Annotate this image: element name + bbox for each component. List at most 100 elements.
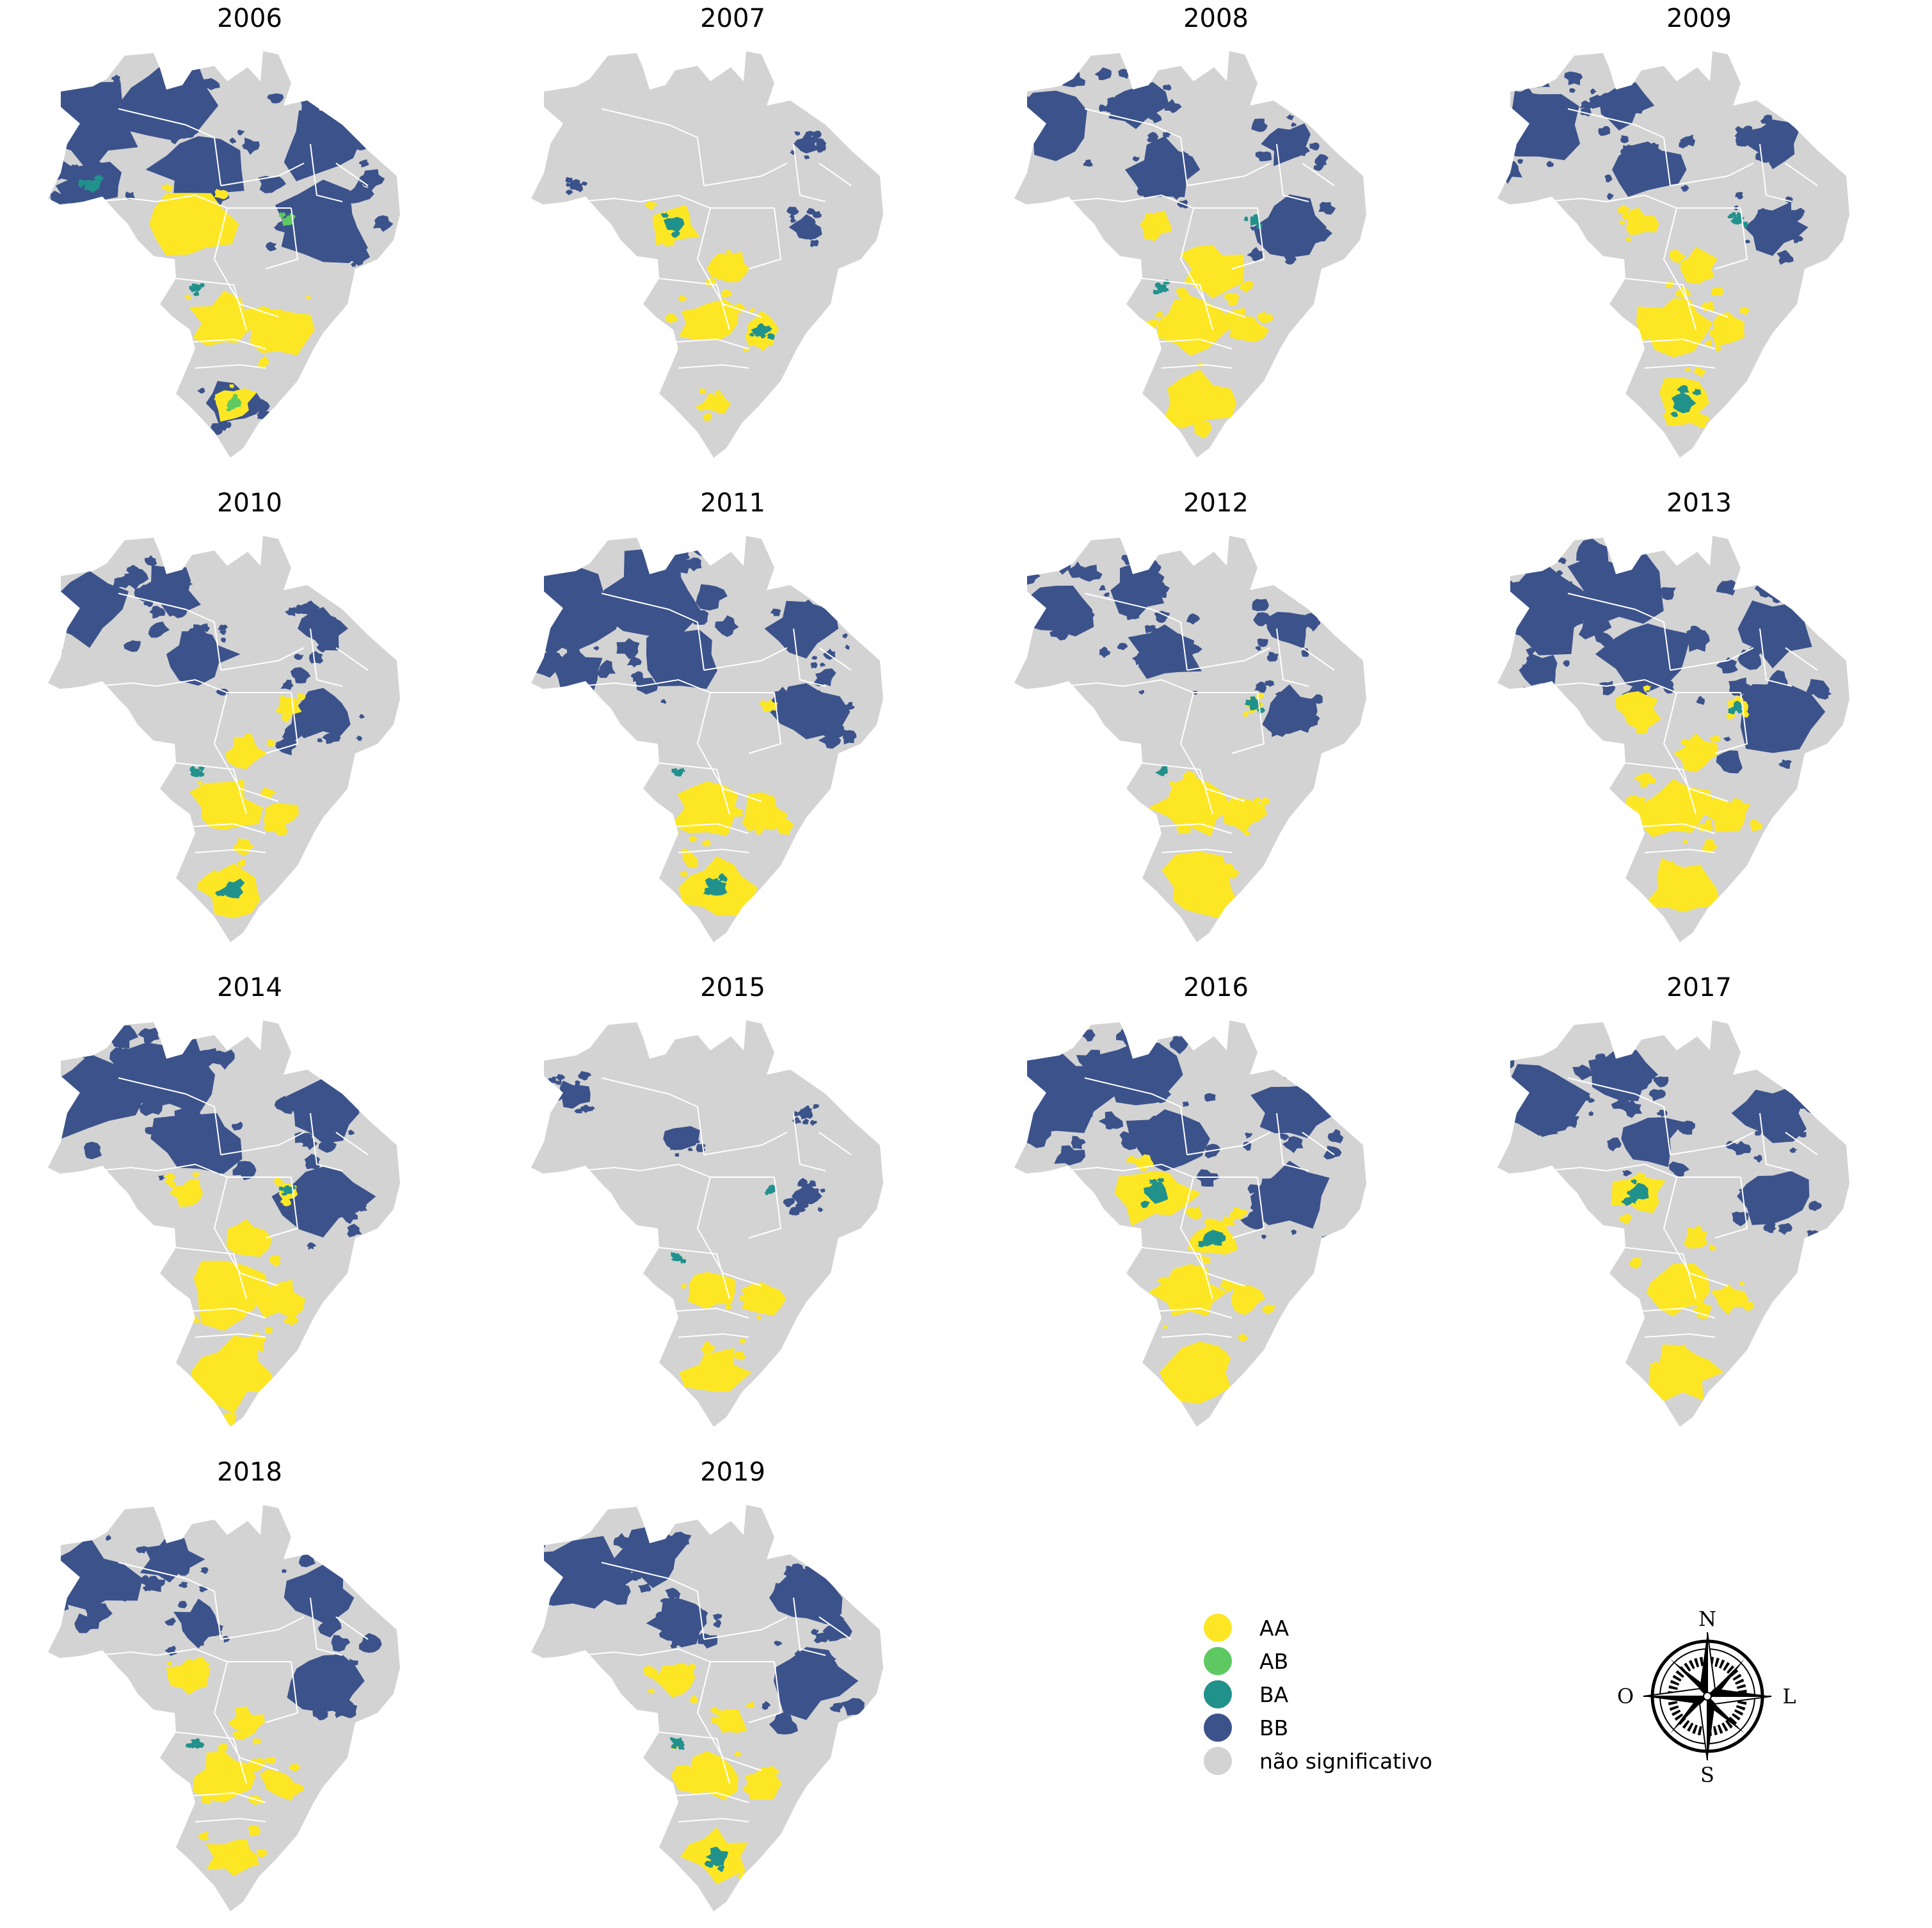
cluster-speck-AA	[289, 1763, 301, 1772]
cluster-BB-nw	[559, 1080, 591, 1109]
cluster-speck-BB	[689, 1136, 700, 1145]
cluster-speck-BB	[1282, 218, 1297, 228]
cluster-speck-AA	[1672, 1344, 1691, 1362]
legend-label-AA: AA	[1259, 1616, 1289, 1641]
legend-item-AA: AA	[1204, 1614, 1289, 1642]
cluster-speck-BB	[762, 1701, 771, 1710]
cluster-speck-BB	[1606, 193, 1614, 200]
compass-west-label: O	[1617, 1684, 1634, 1708]
cluster-speck-BB	[322, 730, 341, 744]
cluster-speck-BB	[258, 175, 287, 193]
cluster-speck-AA	[1641, 703, 1654, 714]
cluster-speck-BB	[323, 627, 340, 639]
cluster-speck-BB	[1594, 631, 1614, 647]
cluster-speck-BA	[748, 332, 754, 337]
cluster-speck-BB	[1818, 584, 1829, 593]
cluster-speck-BB	[1076, 1109, 1093, 1123]
cluster-speck-BB	[92, 161, 102, 168]
cluster-speck-BB	[665, 593, 671, 598]
map-panel-2018: 2018	[48, 1458, 400, 1911]
cluster-speck-BB	[1267, 721, 1286, 737]
cluster-speck-BB	[221, 638, 227, 643]
legend-marker-BA	[1204, 1680, 1232, 1708]
cluster-speck-BB	[787, 645, 794, 650]
cluster-speck-AA	[1193, 421, 1211, 439]
cluster-speck-BB	[1766, 1221, 1776, 1230]
cluster-speck-BB	[616, 638, 640, 659]
cluster-speck-BB	[1521, 687, 1535, 697]
cluster-speck-AA	[250, 1860, 259, 1867]
cluster-speck-AA	[671, 1764, 692, 1782]
cluster-speck-BB	[627, 656, 642, 668]
cluster-speck-BB	[684, 557, 702, 572]
cluster-speck-BB	[115, 1048, 136, 1064]
cluster-speck-BB	[797, 1178, 808, 1188]
cluster-speck-AA	[204, 1662, 210, 1667]
legend-item-nao-significativo: não significativo	[1204, 1747, 1432, 1775]
cluster-AA-s	[703, 392, 731, 414]
cluster-speck-BB	[1204, 1093, 1216, 1102]
cluster-speck-BB	[1307, 231, 1322, 244]
cluster-speck-BB	[49, 1593, 64, 1605]
cluster-speck-AA	[1709, 735, 1721, 743]
cluster-speck-BB	[808, 145, 813, 150]
cluster-speck-BB	[282, 1569, 287, 1573]
cluster-speck-BA	[1163, 279, 1170, 285]
cluster-speck-BB	[1679, 134, 1695, 147]
cluster-speck-BA	[281, 1192, 287, 1196]
cluster-speck-AA	[1714, 345, 1722, 352]
cluster-AA-sw	[671, 781, 738, 836]
cluster-speck-AA	[297, 693, 306, 701]
cluster-speck-AA	[1262, 1304, 1275, 1315]
cluster-speck-AA	[648, 1688, 655, 1694]
cluster-speck-BB	[1132, 72, 1149, 86]
cluster-speck-BB	[1539, 643, 1553, 654]
cluster-speck-BB	[1588, 1111, 1594, 1116]
cluster-speck-BB	[799, 599, 818, 616]
cluster-speck-BB	[638, 1583, 651, 1593]
cluster-speck-BB	[1304, 715, 1320, 727]
cluster-speck-AA	[274, 825, 289, 835]
cluster-speck-BB	[1561, 581, 1569, 586]
cluster-speck-BA	[189, 766, 196, 771]
cluster-speck-BB	[113, 575, 129, 588]
cluster-speck-AA	[1261, 318, 1268, 323]
cluster-speck-BB	[158, 1175, 165, 1181]
cluster-speck-BB	[68, 618, 93, 636]
cluster-speck-BB	[1497, 606, 1525, 631]
cluster-speck-BB	[1282, 1136, 1304, 1153]
cluster-speck-BB	[1716, 750, 1743, 774]
cluster-speck-BB	[1481, 117, 1490, 123]
cluster-BB-nc	[173, 1598, 222, 1649]
cluster-speck-BB	[1649, 1089, 1666, 1102]
cluster-speck-BB	[713, 1619, 722, 1628]
cluster-speck-AA	[1701, 839, 1718, 854]
cluster-speck-BA	[1727, 214, 1734, 219]
cluster-speck-AA	[1219, 1279, 1235, 1292]
cluster-speck-BB	[1284, 255, 1290, 260]
cluster-speck-BB	[355, 735, 363, 741]
cluster-speck-BB	[684, 1611, 692, 1619]
cluster-speck-BB	[1611, 1097, 1634, 1113]
cluster-speck-BB	[1537, 1120, 1558, 1137]
cluster-speck-BB	[1801, 1070, 1820, 1084]
cluster-speck-BB	[267, 93, 284, 104]
cluster-speck-BB	[1556, 570, 1563, 576]
cluster-layer-2014	[48, 1020, 376, 1426]
cluster-speck-AA	[1183, 770, 1197, 782]
cluster-speck-BB	[566, 182, 572, 187]
cluster-speck-BA	[767, 333, 775, 341]
map-panel-2014: 2014	[48, 973, 400, 1427]
cluster-speck-BB	[355, 1203, 368, 1212]
cluster-speck-AA	[725, 1303, 733, 1311]
cluster-speck-BB	[124, 568, 149, 590]
cluster-speck-BB	[1104, 97, 1123, 113]
cluster-speck-BB	[219, 629, 227, 635]
cluster-speck-BB	[685, 1134, 689, 1138]
cluster-speck-BB	[819, 663, 826, 667]
cluster-speck-BA	[703, 887, 712, 896]
cluster-speck-BB	[1182, 1101, 1190, 1107]
map-panel-2019: 2019	[531, 1458, 883, 1911]
brazil-map-2006	[48, 51, 400, 458]
cluster-speck-BB	[1283, 230, 1299, 243]
